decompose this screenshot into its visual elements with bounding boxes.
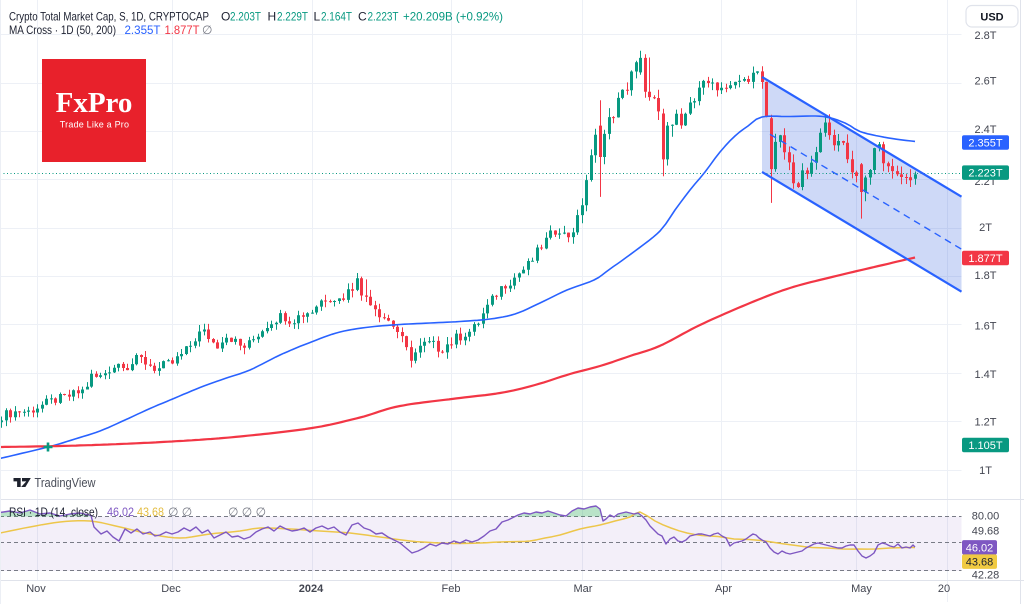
svg-text:1.2T: 1.2T: [974, 417, 996, 429]
svg-text:43.68: 43.68: [137, 505, 164, 519]
svg-text:Feb: Feb: [442, 583, 461, 595]
svg-text:1.4T: 1.4T: [974, 369, 996, 381]
svg-text:1.877T: 1.877T: [968, 253, 1003, 265]
svg-text:1.6T: 1.6T: [974, 321, 996, 333]
svg-text:46.02: 46.02: [107, 505, 134, 519]
svg-text:42.28: 42.28: [972, 569, 1000, 581]
svg-text:∅: ∅: [202, 23, 212, 37]
svg-text:1T: 1T: [979, 465, 992, 477]
svg-text:1.8T: 1.8T: [974, 270, 996, 282]
svg-text:46.02: 46.02: [966, 542, 994, 554]
svg-text:∅ ∅: ∅ ∅: [168, 505, 192, 519]
svg-text:Crypto Total Market Cap, S, 1D: Crypto Total Market Cap, S, 1D, CRYPTOCA…: [9, 10, 209, 24]
svg-text:C: C: [358, 10, 367, 24]
svg-text:2.223T: 2.223T: [368, 10, 400, 24]
svg-text:2.164T: 2.164T: [321, 10, 353, 24]
svg-text:2024: 2024: [299, 583, 324, 595]
svg-text:2.355T: 2.355T: [968, 138, 1003, 150]
svg-text:43.68: 43.68: [966, 557, 994, 569]
svg-text:Apr: Apr: [715, 583, 732, 595]
svg-text:80.00: 80.00: [972, 511, 1000, 523]
svg-text:May: May: [851, 583, 872, 595]
svg-text:2.355T: 2.355T: [125, 23, 162, 37]
svg-text:Nov: Nov: [26, 583, 46, 595]
svg-text:2.8T: 2.8T: [974, 30, 996, 42]
svg-text:O: O: [221, 10, 230, 24]
svg-text:H: H: [268, 10, 277, 24]
svg-text:Trade Like a Pro: Trade Like a Pro: [60, 120, 129, 130]
svg-text:L: L: [314, 10, 321, 24]
svg-text:∅ ∅ ∅: ∅ ∅ ∅: [228, 505, 266, 519]
svg-text:TradingView: TradingView: [35, 475, 97, 490]
svg-text:2.6T: 2.6T: [974, 76, 996, 88]
svg-text:1.877T: 1.877T: [165, 23, 201, 37]
svg-text:RSI · 1D (14, close): RSI · 1D (14, close): [9, 505, 98, 519]
svg-text:MA Cross · 1D (50, 200): MA Cross · 1D (50, 200): [9, 23, 116, 37]
svg-text:Mar: Mar: [574, 583, 593, 595]
svg-text:2.203T: 2.203T: [230, 10, 262, 24]
svg-text:USD: USD: [980, 12, 1003, 24]
svg-text:Dec: Dec: [161, 583, 181, 595]
svg-text:1.105T: 1.105T: [968, 440, 1003, 452]
svg-text:2.223T: 2.223T: [968, 168, 1003, 180]
svg-text:FxPro: FxPro: [56, 87, 133, 119]
svg-text:20: 20: [938, 583, 950, 595]
svg-text:2T: 2T: [979, 222, 992, 234]
svg-text:2.4T: 2.4T: [974, 124, 996, 136]
svg-text:49.68: 49.68: [972, 525, 1000, 537]
svg-text:2.229T: 2.229T: [277, 10, 309, 24]
svg-text:+20.209B (+0.92%): +20.209B (+0.92%): [403, 10, 503, 24]
